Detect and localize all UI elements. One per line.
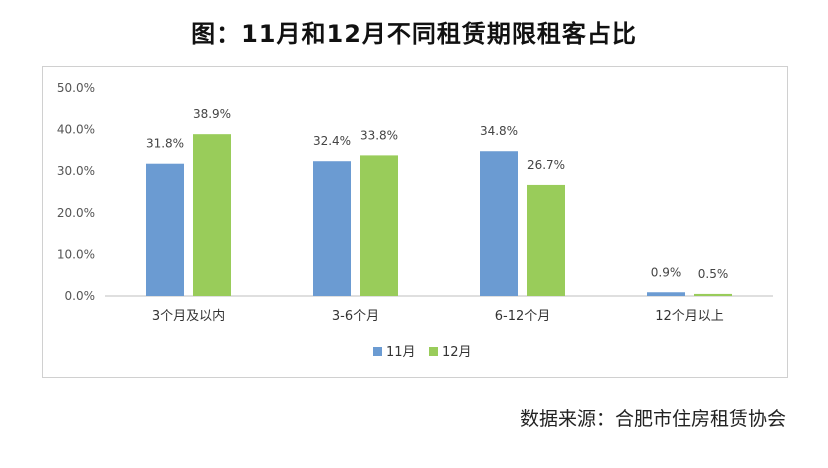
- bar-12月-6-12个月: [527, 184, 565, 296]
- bar-chart: 0.0% 10.0% 20.0% 30.0% 40.0% 50.0% 31.8% 38.9% 3…: [57, 81, 773, 360]
- legend-label: 12月: [442, 345, 472, 360]
- chart-frame: 0.0% 10.0% 20.0% 30.0% 40.0% 50.0% 31.8% 38.9% 3…: [42, 66, 788, 378]
- y-tick-label: 0.0%: [65, 289, 96, 303]
- data-label: 0.9%: [651, 265, 682, 279]
- x-tick-label: 12个月以上: [655, 309, 724, 324]
- data-label: 38.9%: [193, 107, 231, 121]
- x-tick-label: 3-6个月: [332, 309, 379, 324]
- data-label: 32.4%: [313, 134, 351, 148]
- bar-11月-6-12个月: [480, 151, 518, 296]
- bar-12月-12个月以上: [694, 293, 732, 296]
- bar-12月-3个月及以内: [193, 134, 231, 296]
- x-tick-label: 6-12个月: [495, 309, 551, 324]
- y-tick-label: 30.0%: [57, 164, 95, 178]
- data-label: 31.8%: [146, 137, 184, 151]
- bar-11月-3-6个月: [313, 161, 351, 296]
- y-tick-label: 20.0%: [57, 206, 95, 220]
- bar-11月-3个月及以内: [146, 163, 184, 296]
- data-label: 26.7%: [527, 158, 565, 172]
- legend-swatch-11月: [373, 347, 382, 356]
- bar-11月-12个月以上: [647, 292, 685, 296]
- data-label: 34.8%: [480, 124, 518, 138]
- data-label: 33.8%: [360, 128, 398, 142]
- chart-title: 图：11月和12月不同租赁期限租客占比: [191, 20, 637, 48]
- x-tick-label: 3个月及以内: [152, 308, 225, 324]
- y-tick-label: 10.0%: [57, 247, 95, 261]
- legend-swatch-12月: [429, 347, 438, 356]
- y-tick-label: 50.0%: [57, 81, 95, 95]
- bar-12月-3-6个月: [360, 155, 398, 296]
- y-tick-label: 40.0%: [57, 123, 95, 137]
- legend-label: 11月: [386, 345, 416, 360]
- data-label: 0.5%: [698, 267, 729, 281]
- data-source: 数据来源：合肥市住房租赁协会: [519, 408, 786, 430]
